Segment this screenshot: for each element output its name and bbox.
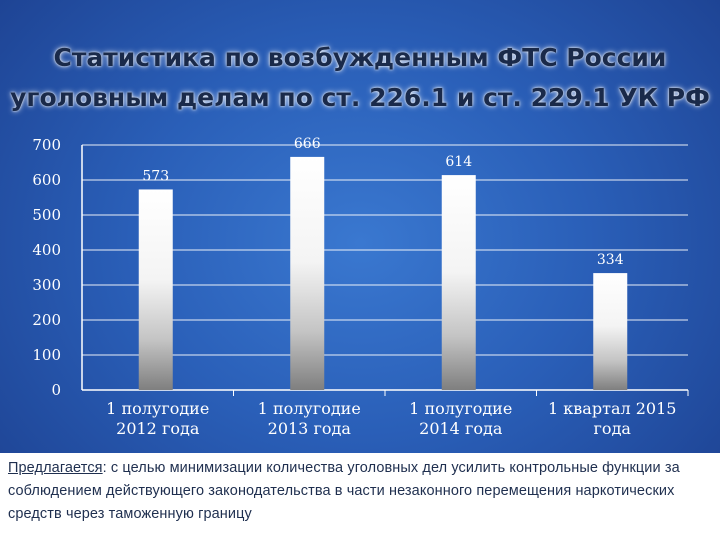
title-line-2: уголовным делам по ст. 226.1 и ст. 229.1…: [10, 83, 710, 112]
x-tick-label: 2013 года: [268, 419, 352, 438]
gridlines: [82, 144, 688, 356]
y-tick-label: 300: [32, 276, 61, 294]
bar: [138, 189, 173, 390]
data-labels: 573 666 614 334: [142, 136, 623, 268]
y-tick-label: 700: [32, 136, 61, 154]
proposal-note: Предлагается: с целью минимизации количе…: [0, 453, 720, 540]
y-tick-label: 400: [32, 241, 61, 259]
y-tick-labels: 0 100 200 300 400 500 600 700: [32, 136, 61, 399]
x-tick-label: 1 полугодие: [409, 399, 512, 418]
bar: [441, 175, 476, 390]
y-tick-label: 600: [32, 171, 61, 189]
chart-title: Статистика по возбужденным ФТС России уг…: [0, 38, 720, 118]
note-text: : с целью минимизации количества уголовн…: [8, 460, 680, 522]
bar-chart: 0 100 200 300 400 500 600 700 573 666 614 334 1 по…: [32, 136, 689, 438]
data-label: 334: [597, 252, 624, 268]
y-tick-label: 0: [51, 381, 61, 399]
x-tick-label: года: [594, 419, 632, 438]
x-tick-label: 2012 года: [116, 419, 200, 438]
x-tick-label: 1 квартал 2015: [548, 399, 676, 418]
bar: [290, 156, 325, 390]
bar: [593, 273, 628, 390]
title-line-1: Статистика по возбужденным ФТС России: [53, 43, 667, 72]
axes: [81, 145, 689, 396]
data-label: 573: [142, 168, 169, 184]
x-tick-label: 1 полугодие: [258, 399, 361, 418]
data-label: 614: [445, 154, 472, 170]
data-label: 666: [294, 136, 321, 152]
x-tick-label: 2014 года: [419, 419, 503, 438]
bars: [138, 156, 628, 390]
y-tick-label: 100: [32, 346, 61, 364]
note-label: Предлагается: [8, 460, 103, 476]
y-tick-label: 500: [32, 206, 61, 224]
y-tick-label: 200: [32, 311, 61, 329]
x-tick-label: 1 полугодие: [106, 399, 209, 418]
